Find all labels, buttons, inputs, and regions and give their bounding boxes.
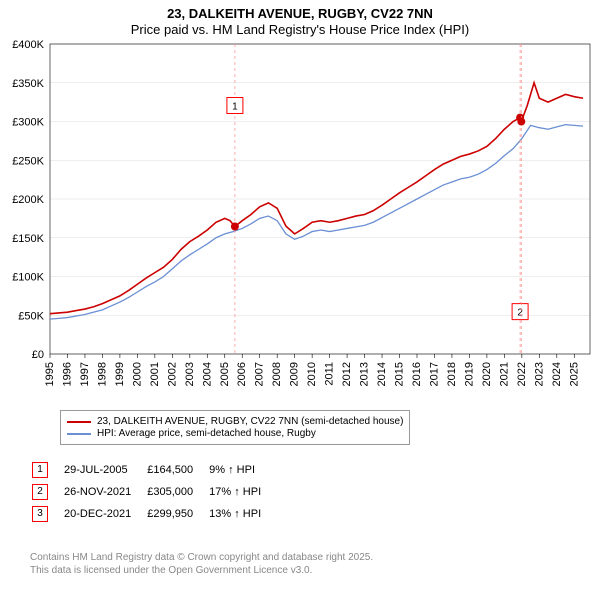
- svg-text:2008: 2008: [271, 362, 283, 386]
- svg-text:1: 1: [232, 102, 238, 113]
- svg-text:2012: 2012: [341, 362, 353, 386]
- legend-item: HPI: Average price, semi-detached house,…: [67, 428, 403, 439]
- svg-text:2007: 2007: [254, 362, 266, 386]
- svg-text:£100K: £100K: [12, 272, 44, 284]
- svg-text:£350K: £350K: [12, 78, 44, 90]
- footer: Contains HM Land Registry data © Crown c…: [30, 552, 373, 577]
- svg-text:2025: 2025: [568, 362, 580, 386]
- svg-text:2020: 2020: [481, 362, 493, 386]
- marker-table: 129-JUL-2005£164,5009% ↑ HPI226-NOV-2021…: [30, 458, 277, 526]
- svg-text:2: 2: [517, 308, 523, 319]
- svg-text:1998: 1998: [96, 362, 108, 386]
- svg-text:2011: 2011: [324, 362, 336, 386]
- svg-text:2021: 2021: [498, 362, 510, 386]
- legend-item: 23, DALKEITH AVENUE, RUGBY, CV22 7NN (se…: [67, 416, 403, 427]
- svg-text:£50K: £50K: [18, 310, 44, 322]
- svg-text:£300K: £300K: [12, 117, 44, 129]
- svg-text:2001: 2001: [149, 362, 161, 386]
- svg-text:2005: 2005: [219, 362, 231, 386]
- svg-text:2004: 2004: [201, 362, 213, 386]
- svg-text:£250K: £250K: [12, 155, 44, 167]
- svg-text:1995: 1995: [44, 362, 56, 386]
- svg-text:2023: 2023: [533, 362, 545, 386]
- svg-text:2022: 2022: [516, 362, 528, 386]
- line-chart: £0 £50K £100K £150K £200K £250K £300K £350K £400…: [0, 0, 600, 410]
- svg-text:2015: 2015: [394, 362, 406, 386]
- sale-row: 129-JUL-2005£164,5009% ↑ HPI: [32, 460, 275, 480]
- svg-text:2003: 2003: [184, 362, 196, 386]
- svg-text:2014: 2014: [376, 362, 388, 386]
- svg-text:2016: 2016: [411, 362, 423, 386]
- svg-text:1997: 1997: [79, 362, 91, 386]
- svg-text:£0: £0: [32, 349, 44, 361]
- svg-text:£200K: £200K: [12, 194, 44, 206]
- svg-text:2019: 2019: [463, 362, 475, 386]
- svg-text:2006: 2006: [236, 362, 248, 386]
- svg-text:2018: 2018: [446, 362, 458, 386]
- svg-text:2010: 2010: [306, 362, 318, 386]
- svg-text:1999: 1999: [114, 362, 126, 386]
- svg-text:2013: 2013: [359, 362, 371, 386]
- svg-text:2024: 2024: [551, 362, 563, 386]
- sale-row: 320-DEC-2021£299,95013% ↑ HPI: [32, 504, 275, 524]
- svg-text:£400K: £400K: [12, 39, 44, 51]
- svg-text:2009: 2009: [289, 362, 301, 386]
- svg-text:2002: 2002: [166, 362, 178, 386]
- svg-text:1996: 1996: [61, 362, 73, 386]
- svg-text:2017: 2017: [428, 362, 440, 386]
- sale-row: 226-NOV-2021£305,00017% ↑ HPI: [32, 482, 275, 502]
- legend: 23, DALKEITH AVENUE, RUGBY, CV22 7NN (se…: [60, 410, 410, 445]
- svg-text:£150K: £150K: [12, 233, 44, 245]
- svg-text:2000: 2000: [131, 362, 143, 386]
